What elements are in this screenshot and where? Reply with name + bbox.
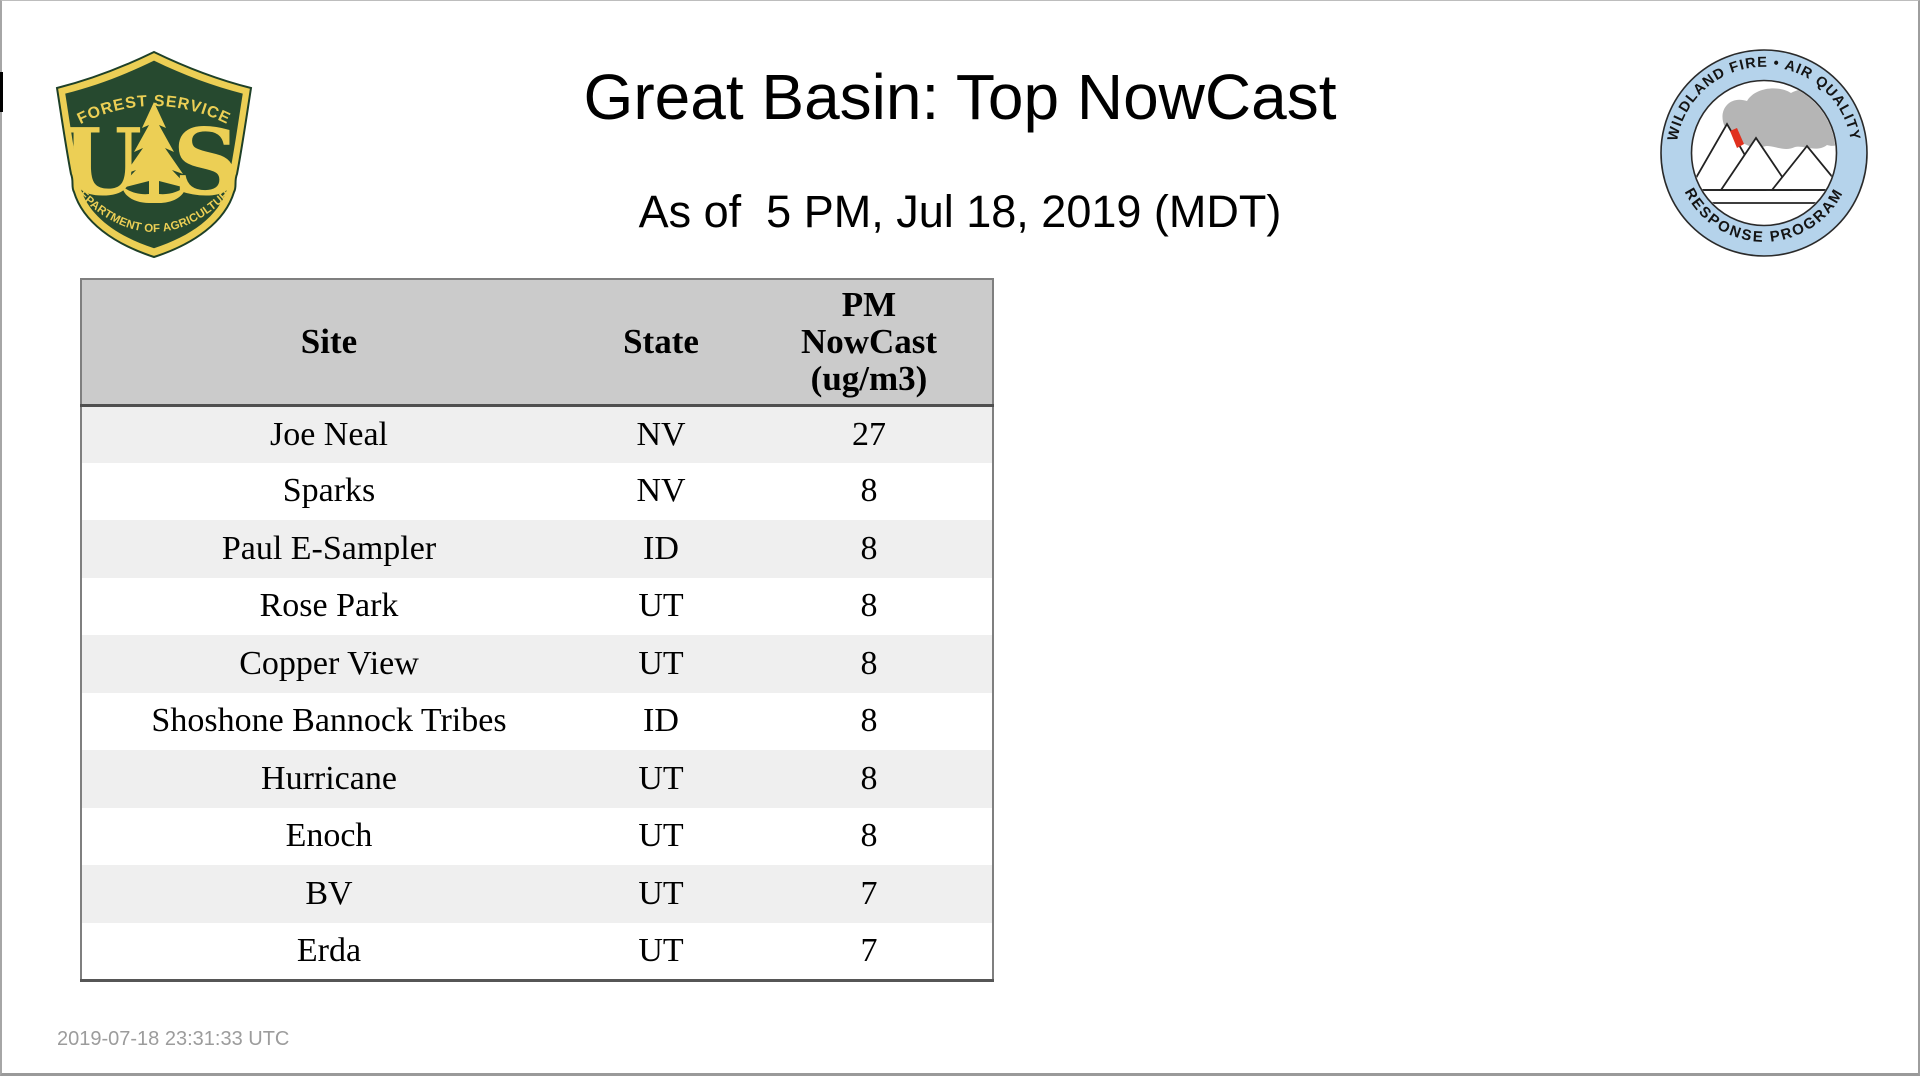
state-cell: ID bbox=[643, 702, 679, 740]
site-cell: Joe Neal bbox=[269, 415, 388, 453]
column-header-pm-nowcast: PM NowCast (ug/m3) bbox=[746, 279, 993, 407]
generated-timestamp: 2019-07-18 23:31:33 UTC bbox=[57, 1028, 290, 1050]
site-cell: BV bbox=[305, 874, 353, 912]
shield-letter-s: S bbox=[173, 108, 239, 216]
site-cell: Erda bbox=[296, 931, 362, 969]
state-cell: UT bbox=[638, 931, 684, 969]
nowcast-table: Site State PM NowCast (ug/m3) Joe Neal N… bbox=[80, 278, 994, 982]
wildland-fire-air-quality-logo-icon: WILDLAND FIRE • AIR QUALITY RESPONSE PRO… bbox=[1660, 49, 1868, 257]
table-row: BV UT 7 bbox=[81, 865, 993, 923]
page-subtitle: As of 5 PM, Jul 18, 2019 (MDT) bbox=[638, 186, 1282, 237]
pm-cell: 8 bbox=[860, 759, 878, 797]
state-cell: NV bbox=[636, 472, 686, 510]
page-title: Great Basin: Top NowCast bbox=[583, 61, 1337, 133]
pm-cell: 8 bbox=[860, 644, 878, 682]
pm-cell: 8 bbox=[860, 702, 878, 740]
table-row: Enoch UT 8 bbox=[81, 807, 993, 865]
pm-cell: 27 bbox=[852, 415, 886, 453]
site-cell: Copper View bbox=[239, 644, 419, 682]
site-cell: Shoshone Bannock Tribes bbox=[151, 702, 507, 740]
table-row: Shoshone Bannock Tribes ID 8 bbox=[81, 692, 993, 750]
pm-cell: 8 bbox=[860, 817, 878, 855]
table-row: Copper View UT 8 bbox=[81, 635, 993, 693]
site-cell: Hurricane bbox=[261, 759, 397, 797]
state-cell: UT bbox=[638, 759, 684, 797]
table-row: Erda UT 7 bbox=[81, 922, 993, 980]
smoke-plume bbox=[1722, 88, 1836, 149]
state-cell: UT bbox=[638, 874, 684, 912]
state-cell: UT bbox=[638, 587, 684, 625]
site-cell: Rose Park bbox=[259, 587, 399, 625]
pm-cell: 7 bbox=[860, 931, 878, 969]
pm-cell: 8 bbox=[860, 587, 878, 625]
column-header-state: State bbox=[576, 279, 746, 407]
site-cell: Sparks bbox=[282, 472, 376, 510]
table-row: Rose Park UT 8 bbox=[81, 577, 993, 635]
flame-icon bbox=[1730, 128, 1744, 148]
state-cell: ID bbox=[643, 529, 679, 567]
pm-cell: 7 bbox=[860, 874, 878, 912]
pm-cell: 8 bbox=[860, 529, 878, 567]
table-header-row: Site State PM NowCast (ug/m3) bbox=[81, 279, 993, 407]
screen-edge-artifact bbox=[0, 72, 3, 112]
table-row: Paul E-Sampler ID 8 bbox=[81, 520, 993, 578]
table-row: Sparks NV 8 bbox=[81, 462, 993, 520]
state-cell: UT bbox=[638, 644, 684, 682]
state-cell: UT bbox=[638, 817, 684, 855]
shield-letter-u: U bbox=[62, 108, 142, 216]
site-cell: Enoch bbox=[285, 817, 373, 855]
table-row: Joe Neal NV 27 bbox=[81, 405, 993, 463]
table-row: Hurricane UT 8 bbox=[81, 750, 993, 808]
column-header-site: Site bbox=[81, 279, 576, 407]
site-cell: Paul E-Sampler bbox=[221, 529, 437, 567]
forest-service-logo-icon: U S FOREST SERVICE DEPARTMENT OF AGRICUL… bbox=[55, 48, 253, 259]
pm-cell: 8 bbox=[860, 472, 878, 510]
pine-tree-icon bbox=[118, 102, 190, 203]
state-cell: NV bbox=[636, 415, 686, 453]
